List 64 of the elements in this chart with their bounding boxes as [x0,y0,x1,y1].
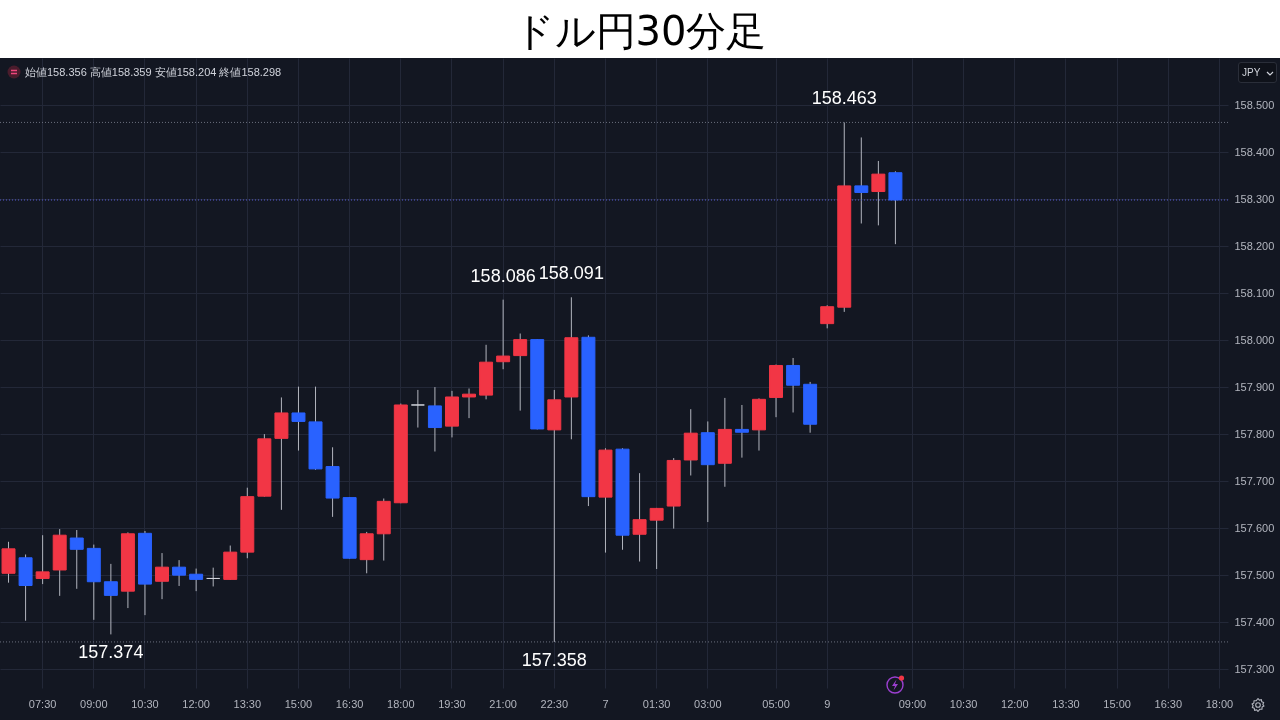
y-tick-label: 157.800 [1234,427,1275,440]
candlestick [189,568,204,592]
x-tick-label: 05:00 [762,697,790,710]
candlestick [206,567,221,587]
candlestick [786,357,801,413]
y-tick-label: 158.000 [1234,333,1275,346]
x-tick-label: 12:00 [182,697,210,710]
candlestick [649,507,664,570]
candlestick [820,304,835,329]
candlestick [35,534,50,585]
y-tick-label: 158.400 [1234,145,1275,158]
annotation: 157.358 [521,649,587,670]
y-tick-label: 157.900 [1234,380,1275,393]
y-tick-label: 158.200 [1234,239,1275,252]
chart-title: ドル円30分足 [0,0,1280,58]
x-tick-label: 03:00 [694,697,722,710]
candlestick [496,299,511,370]
x-tick-label: 18:00 [387,697,415,710]
x-tick-label: 10:30 [131,697,159,710]
x-tick-label: 13:30 [233,697,262,710]
annotation: 157.374 [78,642,144,663]
y-tick-label: 157.500 [1234,568,1275,581]
candlestick [69,529,84,590]
y-tick-label: 158.100 [1234,286,1275,299]
y-tick-label: 157.600 [1234,521,1275,534]
x-tick-label: 16:30 [335,697,364,710]
candlestick [172,559,187,587]
y-tick-label: 157.300 [1234,662,1275,675]
annotation: 158.086 [470,265,536,286]
x-tick-label: 09:00 [898,697,927,710]
x-tick-label: 19:30 [438,697,466,710]
candlestick [513,333,528,412]
x-tick-label: 10:30 [949,697,978,710]
x-tick-label: 9 [824,697,831,710]
y-tick-label: 157.700 [1234,474,1275,487]
x-tick-label: 15:00 [1103,697,1131,710]
x-tick-label: 07:30 [28,697,57,710]
x-tick-label: 01:30 [642,697,671,710]
candlestick [854,136,869,224]
candlestick [155,552,170,600]
x-tick-label: 16:30 [1154,697,1183,710]
y-tick-label: 158.500 [1234,98,1275,111]
candlestick [632,472,647,563]
annotation: 158.463 [811,88,877,109]
x-tick-label: 12:00 [1001,697,1029,710]
y-tick-label: 157.400 [1234,615,1275,628]
x-tick-label: 09:00 [80,697,108,710]
annotation: 158.091 [538,263,604,284]
candlestick [734,404,749,459]
x-tick-label: 22:30 [540,697,569,710]
x-tick-label: 18:00 [1205,697,1234,710]
x-tick-label: 7 [602,697,609,710]
candlestick [871,160,886,226]
y-tick-label: 158.300 [1234,192,1275,205]
annotation: 始値158.356 高値158.359 安値158.204 終値158.298 [25,65,282,79]
candlestick [291,386,306,452]
candlestick [427,386,442,453]
x-tick-label: 15:00 [284,697,313,710]
x-tick-label: 21:00 [489,697,517,710]
candlestick [410,389,425,429]
candlestick [103,563,118,635]
candlestick [462,388,477,419]
x-tick-label: 13:30 [1052,697,1080,710]
unit-dropdown: JPY [1238,62,1277,83]
